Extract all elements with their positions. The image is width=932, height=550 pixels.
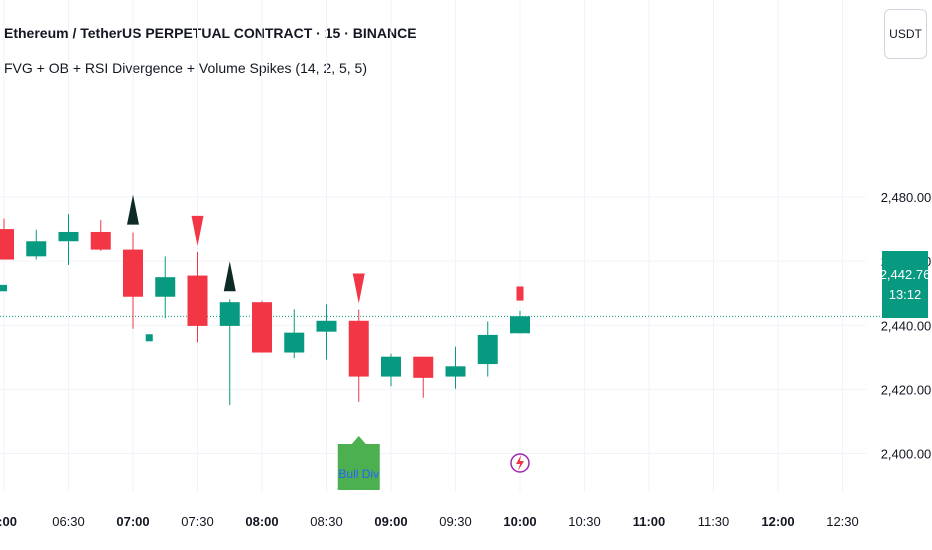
time-axis-label: 07:00 bbox=[116, 514, 149, 529]
bear-signal-triangle-icon bbox=[352, 273, 365, 304]
time-axis-label: 12:30 bbox=[826, 514, 859, 529]
candle-up[interactable] bbox=[26, 241, 47, 257]
candle-up[interactable] bbox=[445, 366, 466, 377]
candle-up[interactable] bbox=[510, 316, 530, 334]
current-price-badge: 2,442.76 13:12 bbox=[879, 251, 931, 318]
candle-down[interactable] bbox=[0, 229, 14, 260]
time-axis-label: 10:30 bbox=[568, 514, 601, 529]
time-axis-label: 06:30 bbox=[52, 514, 85, 529]
candle-up[interactable] bbox=[284, 332, 305, 353]
time-axis-label: 10:00 bbox=[503, 514, 536, 529]
candle-up[interactable] bbox=[477, 334, 498, 365]
price-axis-label: 2,400.00 bbox=[881, 447, 932, 462]
indicator-legend[interactable]: FVG + OB + RSI Divergence + Volume Spike… bbox=[4, 60, 368, 76]
bull-signal-triangle-icon bbox=[223, 261, 236, 292]
bull-signal-triangle-icon bbox=[127, 194, 139, 225]
price-axis-label: 2,420.00 bbox=[881, 382, 932, 397]
candle-up[interactable] bbox=[58, 231, 79, 242]
lightning-icon bbox=[516, 455, 524, 471]
time-axis-label: 11:30 bbox=[698, 514, 730, 529]
candle-up[interactable] bbox=[155, 277, 176, 297]
time-axis-label: 09:30 bbox=[439, 514, 472, 529]
time-axis-label: 09:00 bbox=[374, 514, 407, 529]
bull-div-pointer-icon bbox=[351, 436, 366, 444]
price-axis-label: 2,480.00 bbox=[881, 190, 932, 205]
candle-up[interactable] bbox=[381, 356, 401, 377]
time-axis-label: 12:00 bbox=[761, 514, 794, 529]
time-axis-label: 08:30 bbox=[310, 514, 343, 529]
bar-countdown-label: 13:12 bbox=[888, 286, 922, 302]
price-axis-label: 2,440.00 bbox=[881, 318, 932, 333]
symbol-title[interactable]: Ethereum / TetherUS PERPETUAL CONTRACT ·… bbox=[4, 25, 417, 41]
candle-down[interactable] bbox=[348, 320, 369, 377]
candle-down[interactable] bbox=[187, 275, 208, 326]
order-block-marker bbox=[145, 334, 153, 342]
time-axis-label: 6:00 bbox=[0, 514, 17, 529]
candle-down[interactable] bbox=[252, 302, 272, 353]
candle-up[interactable] bbox=[316, 320, 337, 332]
candle-down[interactable] bbox=[123, 249, 143, 297]
candle-down[interactable] bbox=[90, 231, 111, 250]
time-axis-label: 07:30 bbox=[181, 514, 214, 529]
bear-signal-triangle-icon bbox=[191, 215, 204, 246]
candle-up[interactable] bbox=[219, 302, 240, 326]
order-block-marker bbox=[516, 286, 524, 301]
current-price-label: 2,442.76 bbox=[879, 266, 931, 282]
candle-partial bbox=[0, 284, 7, 292]
time-axis-label: 11:00 bbox=[633, 514, 666, 529]
bull-div-label: Bull Div bbox=[338, 467, 379, 481]
currency-button[interactable]: USDT bbox=[884, 9, 927, 59]
time-axis-label: 08:00 bbox=[245, 514, 278, 529]
bull-div-box bbox=[337, 444, 380, 490]
candle-down[interactable] bbox=[413, 356, 434, 378]
